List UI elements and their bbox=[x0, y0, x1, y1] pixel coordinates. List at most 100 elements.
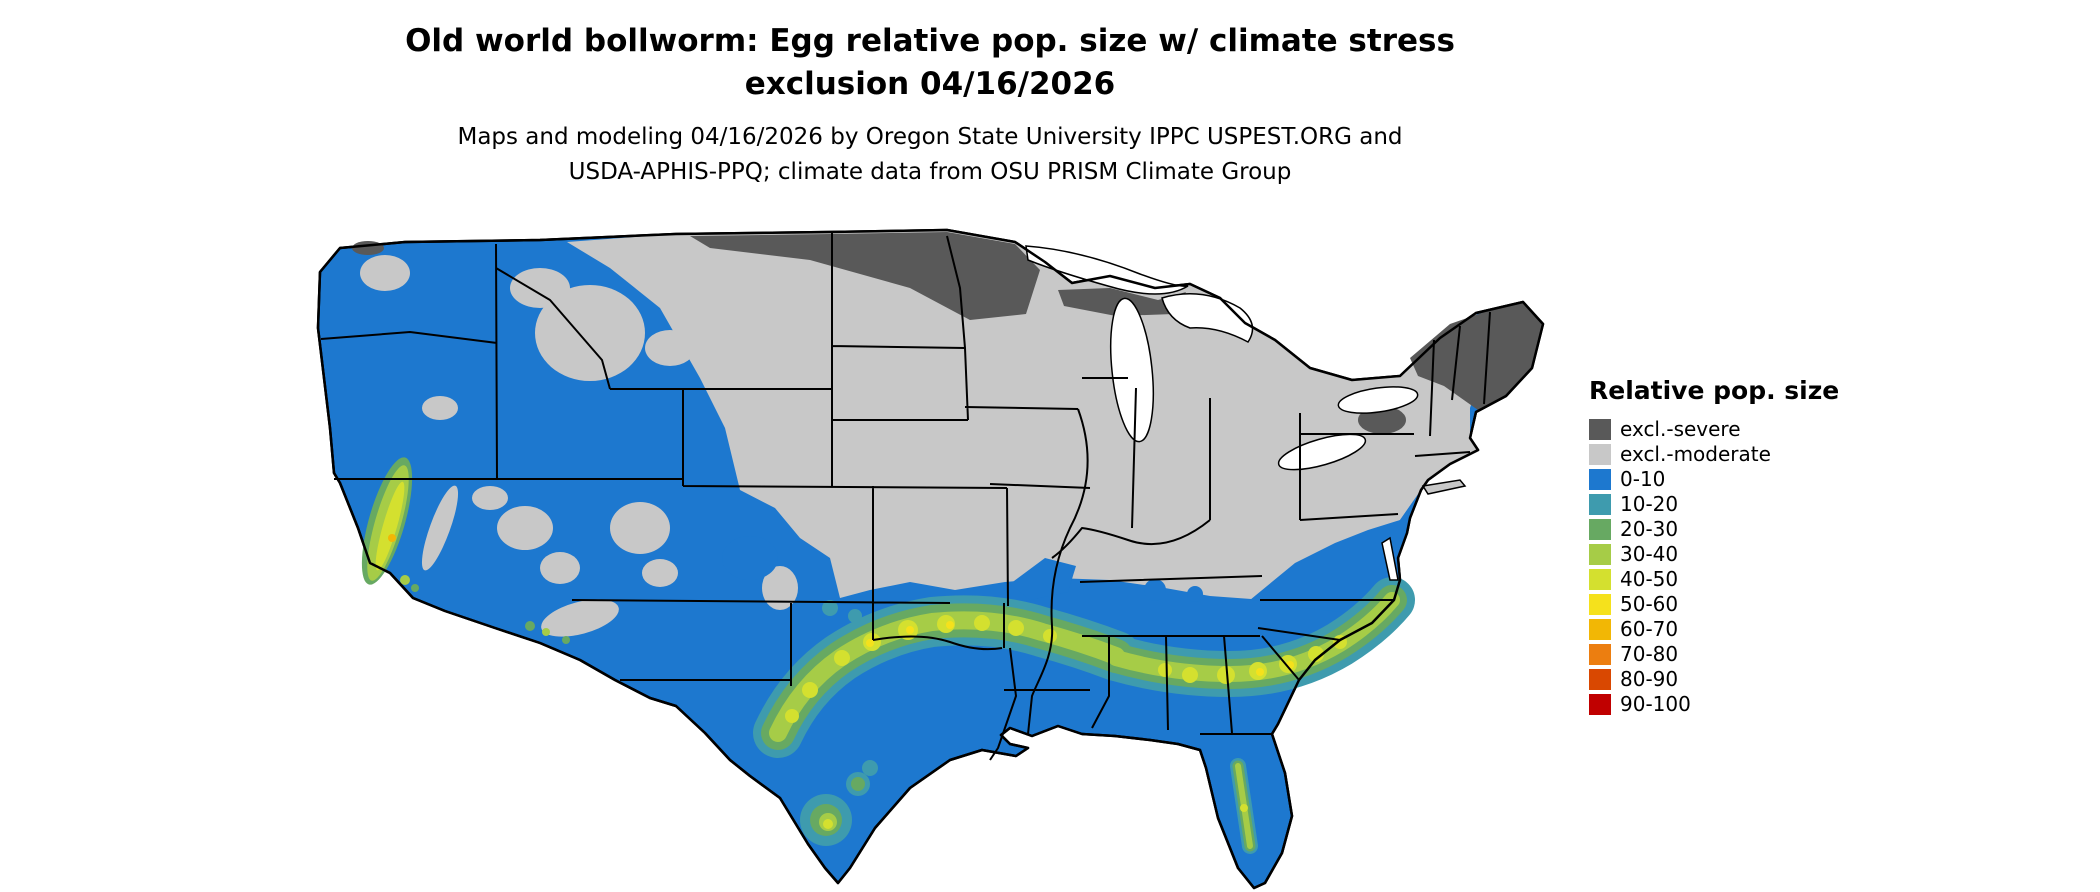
orange-spot-central-valley bbox=[388, 534, 396, 542]
gold-spot bbox=[1256, 668, 1264, 676]
legend-swatch-60-70 bbox=[1589, 619, 1611, 640]
legend-label: 60-70 bbox=[1620, 617, 1679, 641]
blue-mississippi-embayment bbox=[1010, 558, 1076, 600]
map-title: Old world bollworm: Egg relative pop. si… bbox=[310, 20, 1550, 106]
gray-patch-nevada bbox=[497, 506, 553, 550]
legend-item: 90-100 bbox=[1589, 692, 1889, 717]
gold-spot bbox=[906, 626, 914, 634]
band-south-central-ygreen bbox=[769, 611, 1125, 742]
yellow-spot-florida bbox=[1240, 804, 1248, 812]
map-title-line1: Old world bollworm: Egg relative pop. si… bbox=[405, 23, 1455, 59]
legend-item: 50-60 bbox=[1589, 592, 1889, 617]
yellow-spot bbox=[1308, 646, 1324, 662]
yellow-spot bbox=[1182, 667, 1198, 683]
band-40-50-spots bbox=[375, 481, 1347, 829]
great-lakes bbox=[1025, 245, 1419, 581]
legend-swatch-50-60 bbox=[1589, 594, 1611, 615]
yellow-spot bbox=[974, 615, 990, 631]
yellow-spot bbox=[1158, 663, 1172, 677]
gray-patch bbox=[540, 552, 580, 584]
yellow-spot bbox=[785, 709, 799, 723]
severe-new-england bbox=[1410, 302, 1543, 410]
legend-label: excl.-moderate bbox=[1620, 442, 1771, 466]
legend-label: 20-30 bbox=[1620, 517, 1679, 541]
ygreen-spot-socal bbox=[400, 575, 410, 585]
legend-item: excl.-moderate bbox=[1589, 442, 1889, 467]
legend-item: 80-90 bbox=[1589, 667, 1889, 692]
legend-label: 90-100 bbox=[1620, 692, 1691, 716]
legend-item: excl.-severe bbox=[1589, 417, 1889, 442]
legend-item: 40-50 bbox=[1589, 567, 1889, 592]
gray-patch-idaho bbox=[535, 285, 645, 381]
legend-swatch-0-10 bbox=[1589, 469, 1611, 490]
map-credits-line2: USDA-APHIS-PPQ; climate data from OSU PR… bbox=[568, 158, 1292, 185]
legend-item: 60-70 bbox=[1589, 617, 1889, 642]
teal-spot bbox=[822, 600, 838, 616]
green-spot-arizona bbox=[525, 621, 535, 631]
yellow-spot bbox=[1217, 666, 1235, 684]
legend-item: 0-10 bbox=[1589, 467, 1889, 492]
map-title-line2: exclusion 04/16/2026 bbox=[744, 65, 1116, 102]
gray-patch bbox=[510, 268, 570, 308]
us-map bbox=[316, 228, 1545, 890]
legend-label: 70-80 bbox=[1620, 642, 1679, 666]
teal-spot bbox=[862, 760, 878, 776]
legend-label: 50-60 bbox=[1620, 592, 1679, 616]
region-excl-moderate bbox=[360, 230, 1490, 637]
yellow-central-valley bbox=[375, 481, 405, 571]
band-60-70-spots bbox=[388, 534, 396, 542]
legend: Relative pop. size excl.-severe excl.-mo… bbox=[1589, 376, 1889, 717]
legend-swatch-40-50 bbox=[1589, 569, 1611, 590]
yellow-spot bbox=[1043, 629, 1057, 643]
gray-core bbox=[567, 230, 1490, 600]
long-island bbox=[1421, 479, 1467, 495]
severe-north-washington bbox=[352, 241, 384, 255]
gray-patch-montana bbox=[645, 330, 695, 366]
lake-ontario bbox=[1337, 386, 1419, 414]
legend-label: 80-90 bbox=[1620, 667, 1679, 691]
blue-sw-colorado bbox=[722, 536, 778, 580]
legend-item: 20-30 bbox=[1589, 517, 1889, 542]
gray-patch-cascades bbox=[360, 255, 410, 291]
legend-swatch-90-100 bbox=[1589, 694, 1611, 715]
conus-outline bbox=[316, 228, 1545, 890]
green-spot bbox=[851, 777, 865, 791]
legend-swatch-70-80 bbox=[1589, 644, 1611, 665]
gray-patch bbox=[472, 486, 508, 510]
legend-swatch-excl-moderate bbox=[1589, 444, 1611, 465]
legend-swatch-30-40 bbox=[1589, 544, 1611, 565]
legend-item: 70-80 bbox=[1589, 642, 1889, 667]
gray-patch bbox=[642, 559, 678, 587]
lake-superior bbox=[1025, 245, 1189, 295]
yellow-spot bbox=[802, 682, 818, 698]
lake-michigan bbox=[1109, 297, 1155, 443]
legend-label: 40-50 bbox=[1620, 567, 1679, 591]
gold-spot bbox=[866, 639, 874, 647]
green-spot-socal bbox=[411, 584, 419, 592]
legend-swatch-excl-severe bbox=[1589, 419, 1611, 440]
lake-huron bbox=[1161, 293, 1254, 343]
legend-swatch-80-90 bbox=[1589, 669, 1611, 690]
legend-label: excl.-severe bbox=[1620, 417, 1741, 441]
map-container bbox=[310, 228, 1550, 892]
ygreen-spot-arizona bbox=[542, 628, 550, 636]
chesapeake-bay bbox=[1381, 536, 1399, 581]
state-borders bbox=[320, 232, 1491, 761]
legend-label: 10-20 bbox=[1620, 492, 1679, 516]
band-50-60-spots bbox=[866, 621, 1294, 676]
yellow-spot-south-texas bbox=[823, 819, 833, 829]
teal-spot bbox=[848, 609, 862, 623]
yellow-spot bbox=[1008, 620, 1024, 636]
legend-swatch-20-30 bbox=[1589, 519, 1611, 540]
state-border-lines bbox=[320, 232, 1491, 761]
blue-kentucky-spot bbox=[1144, 579, 1166, 601]
legend-title: Relative pop. size bbox=[1589, 376, 1840, 405]
gray-patch-oregon bbox=[422, 396, 458, 420]
gray-patch-utah bbox=[610, 502, 670, 554]
blue-kentucky-spot bbox=[1187, 586, 1203, 602]
map-credits-line1: Maps and modeling 04/16/2026 by Oregon S… bbox=[457, 124, 1403, 150]
map-credits: Maps and modeling 04/16/2026 by Oregon S… bbox=[260, 120, 1600, 189]
green-spot-arizona bbox=[562, 636, 570, 644]
gray-patch-sierra bbox=[421, 485, 459, 571]
